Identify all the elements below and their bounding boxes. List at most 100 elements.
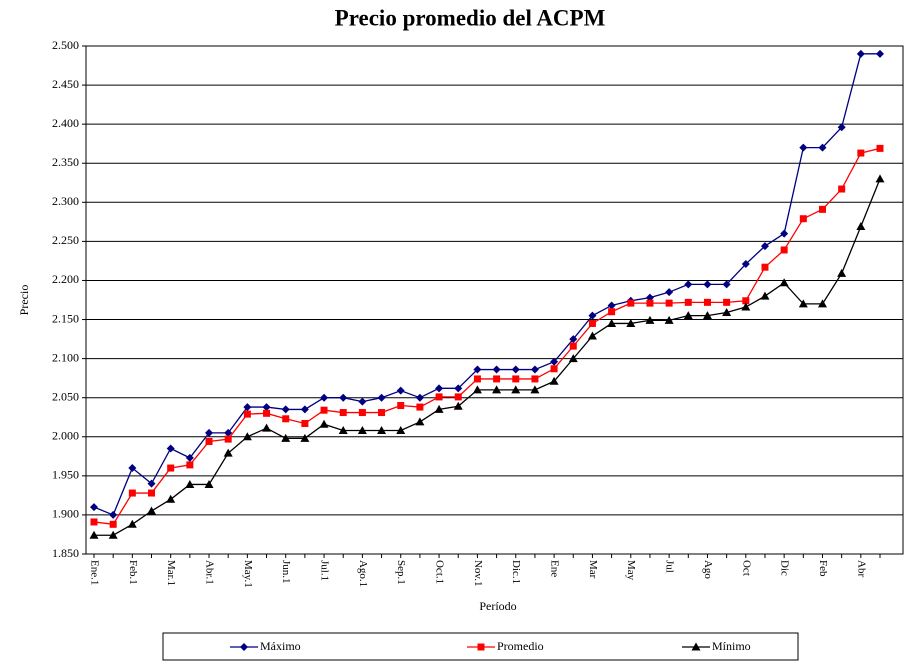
data-point [550, 357, 559, 366]
x-tick-label: Sep.1 [395, 560, 407, 585]
data-point [166, 494, 176, 503]
data-point [799, 215, 807, 223]
data-point [242, 432, 252, 441]
data-point [434, 404, 444, 413]
data-point [492, 385, 502, 394]
x-tick-label: May.1 [242, 560, 254, 588]
data-point [147, 479, 156, 488]
data-point [722, 308, 732, 317]
data-point [435, 384, 444, 393]
data-point [338, 426, 348, 435]
data-point [703, 280, 712, 289]
data-point [243, 403, 252, 412]
data-point [109, 510, 118, 519]
data-point [186, 461, 194, 469]
series-line [94, 178, 881, 536]
data-point [339, 393, 348, 402]
data-point [127, 519, 137, 528]
data-point [224, 435, 232, 443]
data-point [397, 402, 405, 410]
y-tick-label: 1.950 [52, 468, 79, 482]
data-point [550, 365, 558, 373]
x-tick-label: Jul [664, 560, 676, 573]
x-tick-label: Jun.1 [280, 560, 292, 584]
data-point [415, 393, 424, 402]
x-tick-label: Dic [779, 560, 791, 576]
y-tick-label: 2.350 [52, 155, 79, 169]
x-tick-label: Ene.1 [88, 560, 100, 585]
data-point [876, 49, 884, 58]
x-tick-label: Ago [702, 560, 714, 579]
y-axis-label: Precio [17, 285, 31, 316]
legend-label: Máximo [260, 639, 301, 653]
data-point [300, 433, 310, 442]
data-point [530, 385, 540, 394]
data-point [90, 518, 98, 526]
plot-area [85, 45, 904, 555]
data-point [320, 393, 329, 402]
data-point [626, 318, 636, 327]
data-point [875, 174, 885, 183]
data-point [358, 397, 367, 406]
data-point [568, 354, 578, 363]
data-point [876, 144, 884, 152]
legend-label: Mínimo [712, 639, 751, 653]
data-point [377, 393, 386, 402]
data-point [837, 268, 847, 277]
data-point [357, 426, 367, 435]
data-point [473, 365, 482, 374]
data-point [263, 409, 271, 417]
data-point [818, 205, 826, 213]
data-point [147, 506, 157, 515]
data-point [90, 503, 98, 512]
data-point [396, 426, 406, 435]
legend-label: Promedio [497, 639, 544, 653]
data-point [742, 297, 750, 305]
data-point [282, 415, 290, 423]
data-point [549, 376, 559, 385]
x-tick-label: Abr [855, 560, 867, 577]
data-point [780, 229, 789, 238]
y-tick-label: 2.150 [52, 311, 79, 325]
data-point [128, 489, 136, 497]
data-point [608, 308, 616, 316]
data-point [339, 409, 347, 417]
data-point [320, 406, 328, 414]
data-point [511, 385, 521, 394]
data-point [588, 311, 597, 320]
data-point [243, 410, 251, 418]
data-point [300, 405, 309, 414]
data-point [702, 311, 712, 320]
data-point [492, 365, 501, 374]
data-point [646, 299, 654, 307]
data-point [607, 301, 616, 310]
y-tick-label: 2.250 [52, 233, 79, 247]
data-point [683, 311, 693, 320]
x-tick-label: Oct.1 [434, 560, 446, 584]
data-point [838, 185, 846, 193]
data-point [607, 318, 617, 327]
data-point [703, 298, 711, 306]
data-point [760, 291, 770, 300]
data-point [301, 419, 309, 427]
data-point [148, 489, 156, 497]
data-point [262, 403, 271, 412]
data-point [588, 319, 596, 327]
data-point [493, 375, 501, 383]
legend-marker [691, 642, 701, 651]
y-tick-label: 1.900 [52, 507, 79, 521]
y-tick-label: 2.400 [52, 116, 79, 130]
data-point [223, 448, 233, 457]
data-point [665, 299, 673, 307]
y-tick-label: 1.850 [52, 546, 79, 560]
data-point [684, 298, 692, 306]
data-point [627, 299, 635, 307]
data-point [760, 242, 769, 251]
chart-title: Precio promedio del ACPM [335, 5, 606, 30]
data-point [454, 393, 462, 401]
data-point [837, 123, 846, 132]
data-point [205, 428, 214, 437]
data-point [166, 444, 175, 453]
data-point [167, 464, 175, 472]
